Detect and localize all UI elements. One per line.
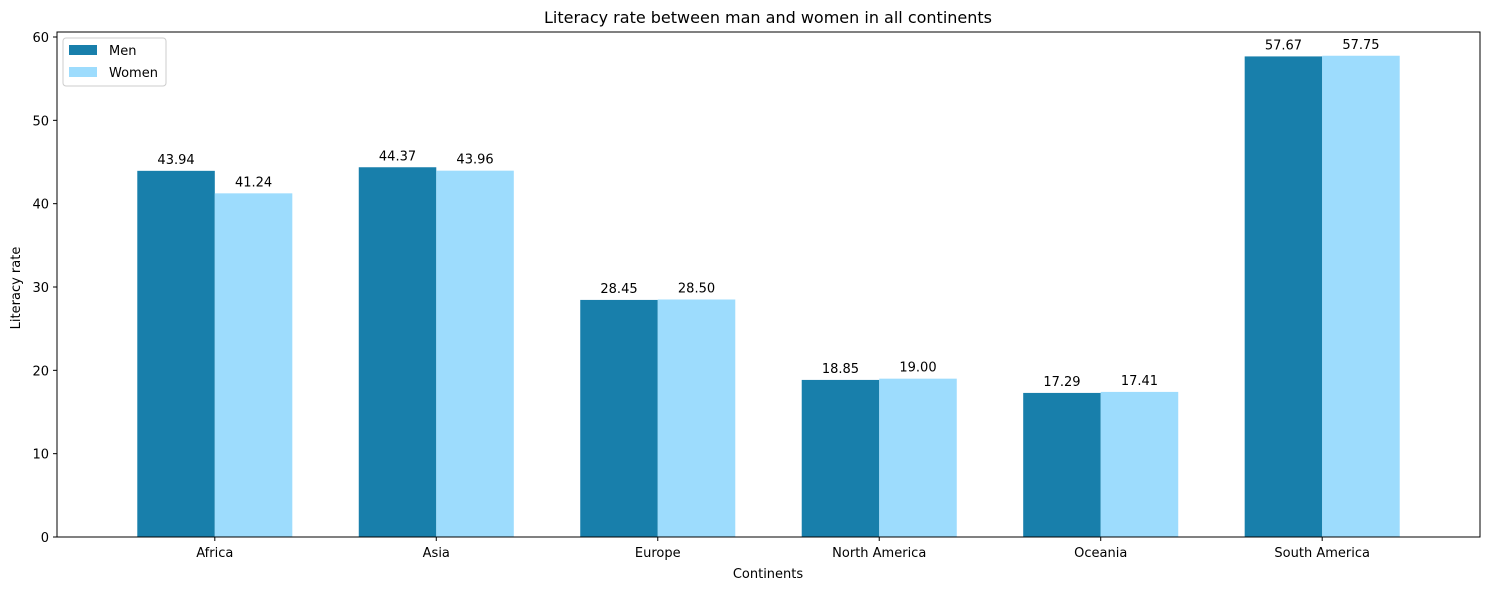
y-tick-label-1: 10 — [32, 448, 49, 463]
bar-men-2 — [580, 299, 658, 537]
plot-area: 43.94 44.37 28.45 18.85 17.29 57.67 41.24 43.96… — [32, 31, 1481, 561]
bar-value-women-1: 43.96 — [456, 153, 493, 168]
bar-men-4 — [1023, 392, 1101, 537]
x-tick-label-1: Asia — [423, 546, 450, 561]
legend-label-men: Men — [109, 44, 136, 59]
bar-women-0 — [214, 193, 293, 538]
legend-label-women: Women — [109, 66, 158, 81]
bar-value-men-0: 43.94 — [157, 153, 194, 168]
y-tick-label-4: 40 — [32, 198, 49, 213]
x-tick-label-0: Africa — [196, 546, 233, 561]
bar-value-men-5: 57.67 — [1265, 38, 1302, 53]
x-tick-label-3: North America — [832, 546, 926, 561]
bar-women-2 — [657, 299, 736, 537]
bar-value-men-1: 44.37 — [379, 149, 416, 164]
bar-men-0 — [137, 170, 215, 538]
chart-title: Literacy rate between man and women in a… — [544, 8, 992, 27]
bar-value-women-3: 19.00 — [899, 361, 936, 376]
x-axis-label: Continents — [733, 567, 804, 582]
legend-swatch-women — [69, 67, 97, 77]
bar-value-women-2: 28.50 — [678, 282, 715, 297]
y-axis-label: Literacy rate — [9, 247, 24, 330]
bar-value-men-2: 28.45 — [600, 282, 637, 297]
bar-men-5 — [1244, 56, 1323, 538]
bar-women-3 — [879, 378, 957, 537]
x-tick-label-4: Oceania — [1074, 546, 1127, 561]
plot-frame — [56, 31, 1481, 538]
bar-men-1 — [358, 167, 437, 537]
bar-men-3 — [801, 379, 880, 537]
bar-value-women-0: 41.24 — [235, 175, 272, 190]
bar-value-women-4: 17.41 — [1121, 374, 1158, 389]
y-tick-label-6: 60 — [32, 31, 49, 46]
y-tick-label-3: 30 — [32, 281, 49, 296]
bar-women-5 — [1322, 55, 1400, 537]
x-tick-label-2: Europe — [635, 546, 681, 561]
bar-women-4 — [1100, 391, 1179, 537]
bar-value-women-5: 57.75 — [1342, 38, 1379, 53]
bar-women-1 — [436, 170, 514, 537]
bar-value-men-3: 18.85 — [822, 362, 859, 377]
legend-swatch-men — [69, 45, 97, 55]
x-tick-label-5: South America — [1274, 546, 1370, 561]
y-tick-label-2: 20 — [32, 364, 49, 379]
y-tick-label-5: 50 — [32, 114, 49, 129]
bar-value-men-4: 17.29 — [1043, 375, 1080, 390]
y-tick-label-0: 0 — [41, 531, 49, 546]
